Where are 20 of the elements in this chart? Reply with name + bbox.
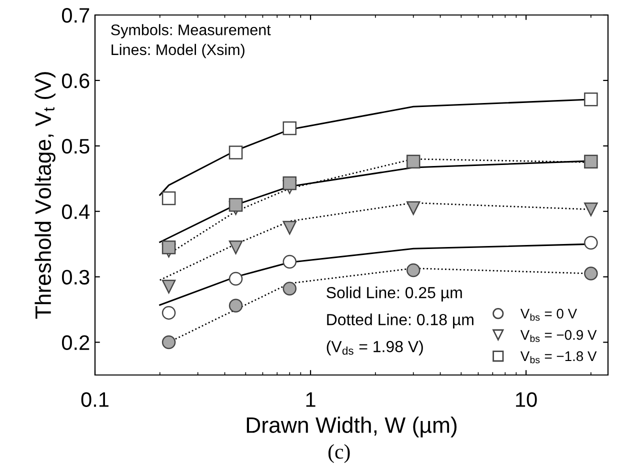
y-tick-label: 0.7 xyxy=(62,8,90,23)
y-tick-label: 0.5 xyxy=(62,138,90,154)
annotation: Dotted Line: 0.18 µm xyxy=(327,314,474,328)
y-tick-label: 0.6 xyxy=(62,73,90,88)
annotation: Symbols: Measurement xyxy=(111,24,271,38)
x-tick-label: 10 xyxy=(516,392,537,407)
x-axis-title: Drawn Width, W (µm) xyxy=(246,416,457,438)
y-tick-label: 0.4 xyxy=(62,204,90,220)
annotation: (V$_{ds}$ = 1.98 V) xyxy=(326,340,423,356)
y-tick-label: 0.2 xyxy=(62,335,90,350)
y-axis-title: Threshold Voltage, V$_{t}$ (V) xyxy=(34,72,56,319)
y-tick-label: 0.3 xyxy=(62,270,90,285)
annotation: Lines: Model (Xsim) xyxy=(112,44,244,58)
annotation: Solid Line: 0.25 µm xyxy=(326,286,462,302)
text: (c) xyxy=(328,444,350,463)
legend-label: V$_{bs}$ = 0 V xyxy=(520,308,578,321)
legend-label: V$_{bs}$ = −0.9 V xyxy=(520,330,597,342)
x-tick-label: 0.1 xyxy=(81,392,108,407)
x-tick-label: 1 xyxy=(306,392,316,407)
legend-label: V$_{bs}$ = −1.8 V xyxy=(520,351,597,364)
